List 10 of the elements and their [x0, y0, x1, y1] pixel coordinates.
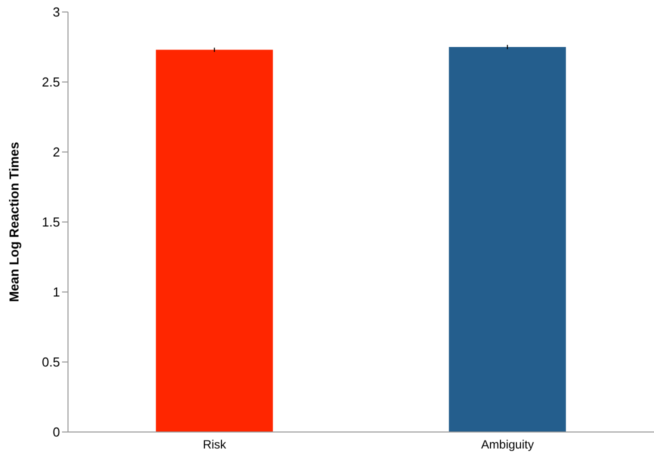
y-tick-label: 1 — [52, 284, 60, 300]
x-tick-label: Ambiguity — [481, 438, 534, 452]
x-tick-label: Risk — [202, 438, 228, 452]
y-tick-label: 0.5 — [42, 354, 60, 370]
y-axis-title: Mean Log Reaction Times — [6, 142, 22, 302]
y-tick-label: 0 — [52, 424, 60, 440]
y-tick-label: 1.5 — [42, 214, 60, 230]
y-tick-label: 2.5 — [42, 74, 60, 90]
y-tick-label: 3 — [52, 4, 60, 20]
y-tick-label: 2 — [52, 144, 60, 160]
